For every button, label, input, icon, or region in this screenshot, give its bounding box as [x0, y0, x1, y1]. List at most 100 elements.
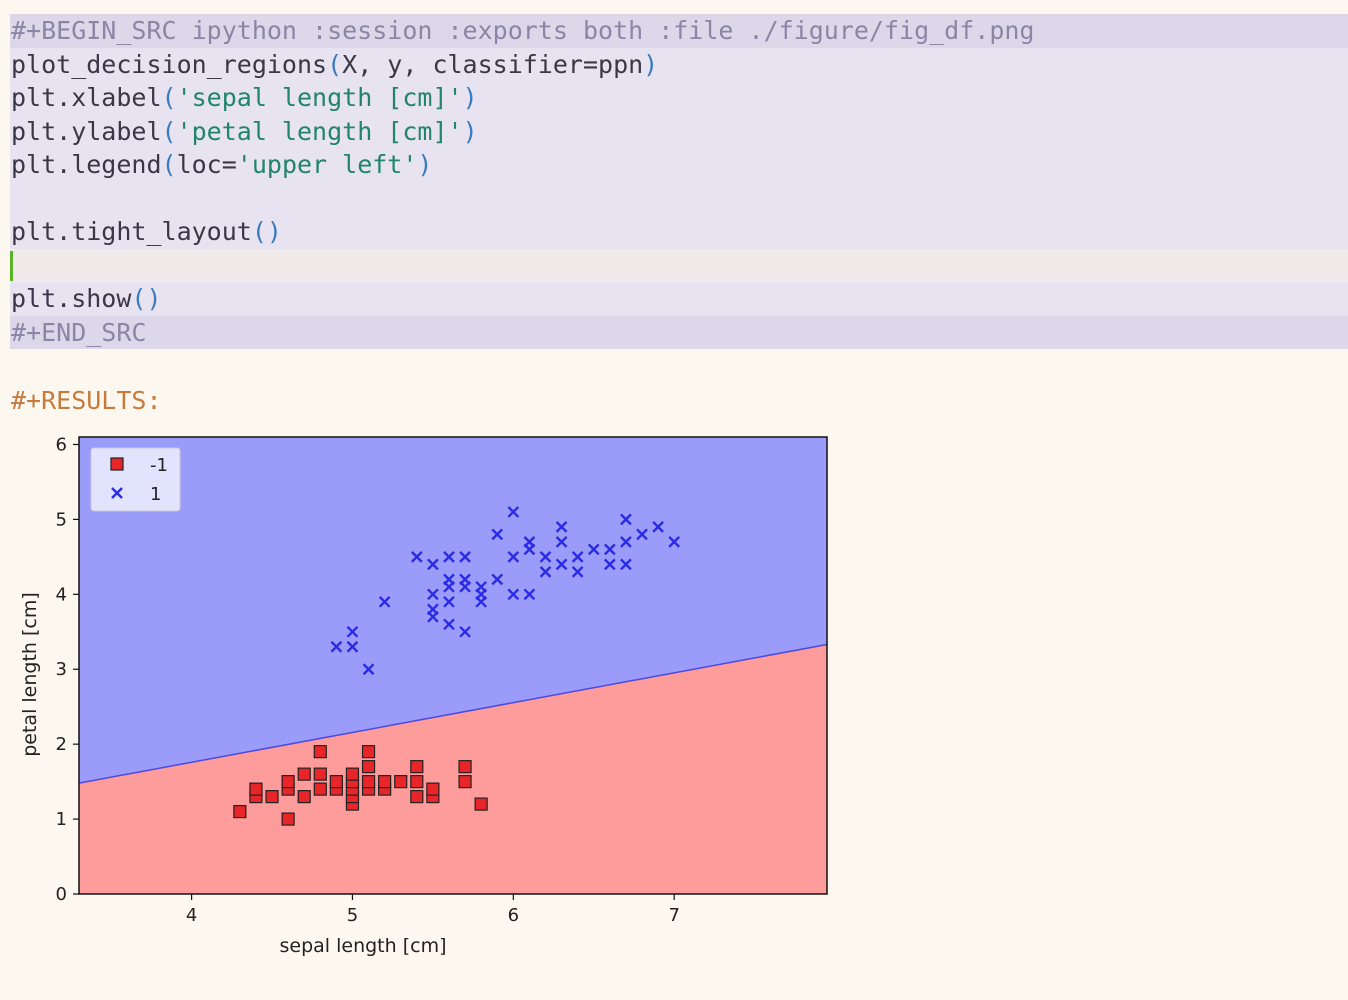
y-tick-label: 4	[56, 584, 67, 605]
data-point-negative	[410, 790, 424, 804]
x-axis-label: sepal length [cm]	[280, 935, 447, 957]
data-point-negative	[426, 782, 440, 796]
data-point-positive	[507, 551, 520, 563]
results-figure: 4 5 6 7 0 1 2 3 4 5 6 sepal length [cm] petal length…	[10, 428, 840, 968]
legend-marker-positive	[111, 487, 123, 499]
data-point-negative	[458, 775, 472, 789]
data-point-positive	[475, 580, 487, 593]
data-point-positive	[539, 551, 552, 563]
data-point-positive	[571, 551, 584, 563]
code-line-3[interactable]: plt.ylabel('petal length [cm]')	[10, 114, 1348, 148]
open-paren: (	[161, 150, 177, 179]
decision-boundary	[78, 643, 828, 784]
y-tick-label: 5	[56, 509, 67, 530]
data-point-negative	[474, 797, 488, 811]
data-point-negative	[281, 775, 295, 789]
data-point-positive	[523, 588, 536, 601]
data-point-negative	[378, 775, 392, 789]
data-point-positive	[346, 640, 359, 653]
code-line-7-current[interactable]	[10, 248, 1348, 282]
code-line-1[interactable]: plot_decision_regions(X, y, classifier=p…	[10, 47, 1348, 81]
data-point-positive	[620, 536, 632, 548]
data-point-negative	[297, 790, 311, 804]
code-line-2[interactable]: plt.xlabel('sepal length [cm]')	[10, 81, 1348, 115]
func-name: plot_decision_regions	[11, 49, 328, 79]
data-point-negative	[361, 775, 376, 789]
data-point-positive	[636, 528, 648, 541]
code-line-4[interactable]: plt.legend(loc='upper left')	[10, 148, 1348, 182]
data-point-negative	[458, 760, 472, 774]
legend-label-negative: -1	[150, 455, 168, 476]
data-point-positive	[603, 558, 616, 571]
data-point-positive	[555, 558, 568, 571]
data-point-negative	[281, 812, 295, 826]
data-point-positive	[507, 506, 520, 518]
func-name: plt.ylabel	[11, 116, 162, 146]
y-tick-label: 3	[56, 659, 67, 680]
data-point-positive	[555, 521, 568, 533]
data-point-positive	[571, 566, 584, 578]
data-point-positive	[555, 536, 568, 548]
data-point-positive	[378, 595, 391, 608]
y-tick-label: 1	[56, 809, 67, 830]
plot-frame	[78, 436, 828, 895]
legend-marker-negative	[110, 457, 124, 471]
y-tick-label: 6	[56, 434, 67, 455]
code-editor[interactable]: #+BEGIN_SRC ipython :session :exports bo…	[10, 14, 1348, 349]
data-point-positive	[507, 588, 520, 601]
y-tick-label: 2	[56, 734, 67, 755]
func-args: X, y, classifier=ppn	[342, 49, 644, 79]
data-point-positive	[620, 558, 632, 571]
open-paren: (	[161, 83, 177, 112]
data-point-negative	[345, 767, 360, 781]
data-point-negative	[361, 760, 376, 774]
text-cursor	[10, 250, 13, 281]
data-point-positive	[587, 543, 600, 556]
data-point-negative	[394, 775, 408, 789]
data-point-negative	[297, 767, 311, 781]
close-paren: )	[462, 116, 478, 146]
data-point-positive	[603, 543, 616, 556]
decision-regions-chart: 4 5 6 7 0 1 2 3 4 5 6 sepal length [cm] petal length…	[19, 434, 828, 957]
data-point-positive	[620, 513, 632, 526]
data-point-negative	[313, 767, 327, 781]
data-point-positive	[459, 573, 471, 586]
code-line-5-empty[interactable]	[10, 181, 1348, 215]
func-name: plt.xlabel	[11, 83, 162, 112]
data-point-positive	[668, 536, 681, 548]
begin-src-text: #+BEGIN_SRC ipython :session :exports bo…	[11, 16, 1035, 45]
results-label: #+RESULTS:	[11, 386, 162, 415]
data-point-positive	[652, 521, 664, 533]
data-point-negative	[361, 745, 376, 759]
data-point-positive	[427, 558, 439, 571]
x-tick-label: 7	[668, 905, 679, 926]
data-point-positive	[427, 588, 439, 601]
code-line-6[interactable]: plt.tight_layout()	[10, 215, 1348, 249]
data-point-negative	[410, 760, 424, 774]
data-point-negative	[249, 782, 263, 796]
data-point-positive	[443, 573, 455, 586]
data-point-positive	[459, 625, 471, 638]
func-name: plt.show	[11, 284, 132, 313]
end-src-line[interactable]: #+END_SRC	[10, 315, 1348, 349]
string-literal: 'sepal length [cm]'	[176, 83, 463, 112]
data-point-positive	[346, 625, 359, 638]
func-name: plt.tight_layout	[11, 217, 252, 246]
close-paren: )	[643, 49, 659, 79]
open-paren: (	[327, 49, 343, 79]
x-tick-label: 6	[508, 905, 519, 926]
y-tick-label: 0	[56, 884, 67, 905]
open-paren: (	[161, 116, 177, 146]
data-point-negative	[265, 790, 279, 804]
begin-src-line[interactable]: #+BEGIN_SRC ipython :session :exports bo…	[10, 14, 1348, 48]
data-point-positive	[330, 640, 343, 653]
parens: ()	[251, 217, 282, 246]
data-point-positive	[443, 551, 455, 563]
data-point-positive	[362, 663, 375, 676]
y-axis-label: petal length [cm]	[19, 592, 41, 757]
data-point-positive	[523, 536, 536, 548]
code-line-8[interactable]: plt.show()	[10, 282, 1348, 316]
string-literal: 'petal length [cm]'	[176, 116, 463, 146]
x-tick-label: 4	[186, 905, 197, 926]
data-point-negative	[313, 745, 327, 759]
